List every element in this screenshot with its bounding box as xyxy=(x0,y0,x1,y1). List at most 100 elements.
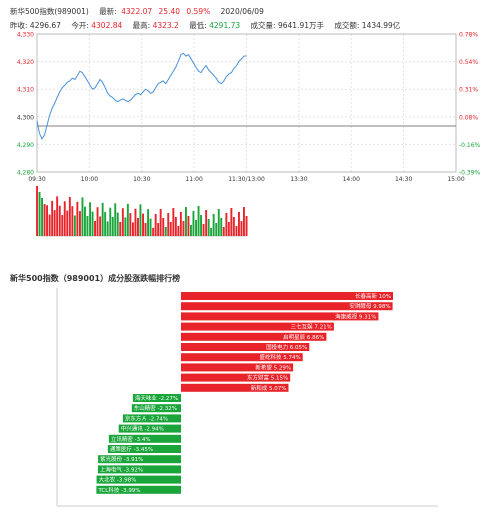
volume-bar xyxy=(139,204,142,236)
open-field: 今开: 4302.84 xyxy=(71,21,122,30)
ranking-bar-label: 安琪酵母 9.98% xyxy=(349,302,390,310)
volume-bar xyxy=(149,218,152,236)
price-line xyxy=(36,52,247,140)
ranking-bar xyxy=(107,445,181,453)
volume-bar xyxy=(215,223,218,236)
volume-bar xyxy=(177,226,180,236)
volume-bar xyxy=(89,202,91,236)
latest-label: 最新: xyxy=(99,7,117,16)
volume-bar xyxy=(169,222,172,236)
open-value: 4302.84 xyxy=(91,21,123,30)
ranking-bar-label: 东山精密 -2.32% xyxy=(134,404,177,412)
volume-bar xyxy=(84,206,86,236)
ranking-chart: 长春高新 10% 安琪酵母 9.98% 海康威视 9.31%三七互娱 7.21% 启明… xyxy=(56,288,438,507)
volume-bar xyxy=(154,214,157,236)
volume-bar xyxy=(36,186,38,236)
volume-bar xyxy=(99,216,102,236)
volume-bar xyxy=(124,217,127,236)
volume-bar xyxy=(220,218,223,236)
x-tick-label: 11:30/13:00 xyxy=(228,176,265,183)
latest-value: 4322.07 xyxy=(121,7,153,16)
ranking-bar-label: 京东方Ａ -2.74% xyxy=(125,414,168,422)
index-header-row1: 新华500指数(989001) 最新: 4322.07 25.40 0.59% … xyxy=(10,6,272,17)
index-name: 新华500指数(989001) xyxy=(10,7,89,16)
volume-bar xyxy=(46,205,48,236)
ranking-bar-label: 盛屹科技 5.74% xyxy=(259,353,300,361)
ranking-bar xyxy=(181,312,379,321)
volume-bar xyxy=(132,222,134,236)
ranking-bar xyxy=(181,363,294,372)
change-value: 25.40 xyxy=(158,7,181,16)
ranking-bar xyxy=(131,404,181,413)
volume-bar xyxy=(137,218,139,236)
volume-label: 成交量: xyxy=(250,21,276,30)
low-label: 最低: xyxy=(189,21,207,30)
x-tick-label: 14:00 xyxy=(343,176,360,183)
y-tick-label-right: 0.31% xyxy=(459,87,478,94)
ranking-bar-label: 启明星辰 6.86% xyxy=(283,333,324,341)
ranking-bar xyxy=(181,322,334,331)
ranking-bar-label: 新和成 5.07% xyxy=(251,384,287,392)
volume-bar xyxy=(157,223,160,236)
volume-bar xyxy=(202,224,205,236)
y-tick-label-right: 0.08% xyxy=(459,114,478,121)
x-tick-label: 09:30 xyxy=(28,176,45,183)
ranking-bar xyxy=(118,424,181,433)
x-tick-label: 13:30 xyxy=(290,176,307,183)
volume-bar xyxy=(235,226,238,236)
ranking-bar-label: 长春高新 10% xyxy=(355,292,391,300)
prev-close-value: 4296.67 xyxy=(29,21,61,30)
volume-field: 成交量: 9641.91万手 xyxy=(251,21,324,30)
volume-bar xyxy=(144,222,147,236)
volume-bar xyxy=(222,227,225,236)
ranking-bar xyxy=(181,343,310,351)
volume-bar xyxy=(245,216,248,236)
ranking-bar-label: 中兴通讯 -2.94% xyxy=(121,425,164,433)
volume-bar xyxy=(63,201,66,236)
ranking-bar-label: 通策医疗 -3.45% xyxy=(110,445,153,453)
volume-bar xyxy=(91,211,94,236)
ranking-title: 新华500指数（989001）成分股涨跌幅排行榜 xyxy=(10,274,181,283)
open-label: 今开: xyxy=(71,21,89,30)
ranking-bar xyxy=(98,455,181,464)
volume-bar xyxy=(56,196,59,236)
volume-bar xyxy=(61,215,64,236)
low-value: 4291.73 xyxy=(209,21,241,30)
volume-bar xyxy=(41,198,43,236)
volume-bar xyxy=(116,212,119,236)
ranking-bar-label: 上海电气 -3.92% xyxy=(100,465,143,473)
volume-bar xyxy=(134,208,137,236)
volume-bar xyxy=(121,208,124,236)
volume-bar xyxy=(240,221,243,236)
volume-bar xyxy=(197,206,200,236)
ranking-bar xyxy=(181,292,393,300)
volume-bar xyxy=(126,203,129,236)
ranking-bar-label: 东方财富 5.15% xyxy=(247,374,288,382)
prev-close-label: 昨收: xyxy=(10,21,28,30)
x-tick-label: 11:00 xyxy=(185,176,202,183)
volume-bar xyxy=(48,214,51,236)
volume-bar xyxy=(43,204,46,236)
x-tick-label: 10:00 xyxy=(81,176,98,183)
volume-bar xyxy=(58,205,61,236)
volume-bar xyxy=(205,210,208,236)
volume-bar xyxy=(142,213,144,236)
plot-frame xyxy=(36,33,457,173)
high-label: 最高: xyxy=(132,21,151,30)
volume-bar xyxy=(66,210,69,236)
ranking-bar xyxy=(181,383,289,392)
ranking-bar-label: 海康威视 9.31% xyxy=(335,312,376,320)
x-tick-label: 10:30 xyxy=(133,176,150,183)
y-tick-label-left: 4,310 xyxy=(17,87,34,94)
volume-bar xyxy=(232,217,235,236)
y-tick-label-left: 4,320 xyxy=(17,59,34,66)
ranking-bar-label: TCL科技 -3.99% xyxy=(97,486,140,494)
y-tick-label-right: -0.39% xyxy=(459,170,481,177)
y-tick-label-right: -0.16% xyxy=(459,142,481,149)
volume-bar xyxy=(195,220,197,236)
volume-bar xyxy=(164,227,167,236)
volume-bar xyxy=(73,215,76,236)
volume-bar xyxy=(106,221,109,236)
volume-bar xyxy=(152,227,155,236)
volume-bar xyxy=(71,206,74,236)
